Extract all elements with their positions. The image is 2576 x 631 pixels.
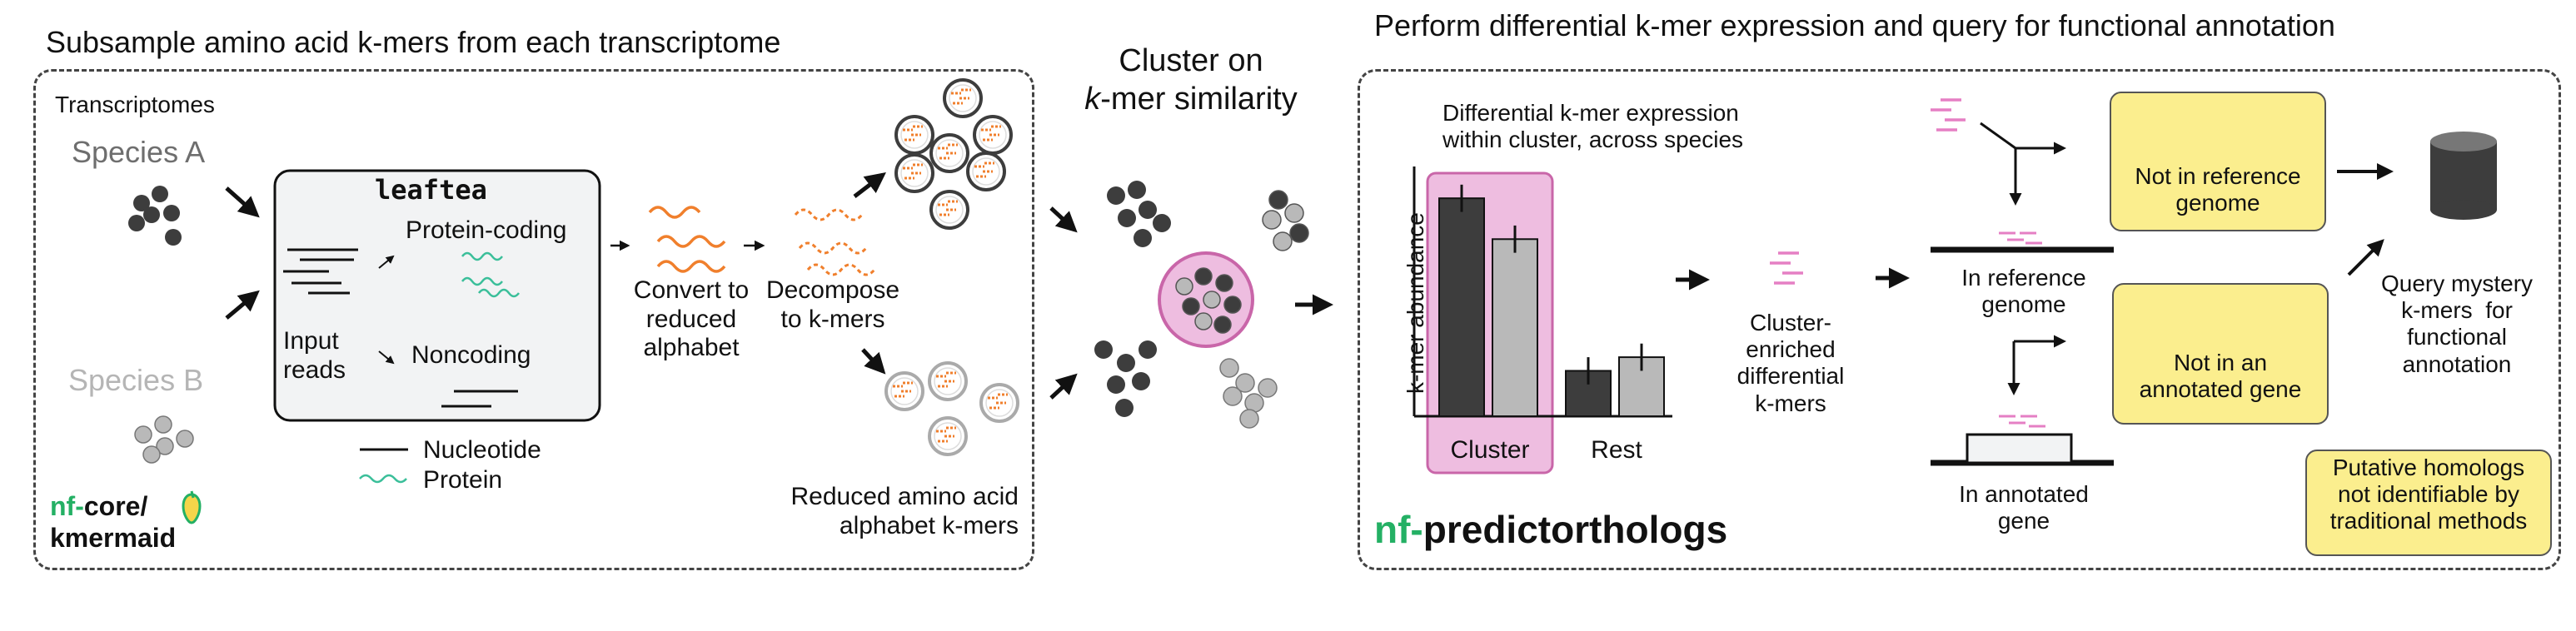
protein-coding-label: Protein-coding bbox=[406, 216, 567, 244]
not-in-reference-box bbox=[2110, 92, 2326, 231]
nf-core-text: core/ bbox=[83, 491, 148, 521]
convert-label: Convert to reduced alphabet bbox=[633, 276, 750, 361]
cluster-enriched-label: Cluster- enriched differential k-mers bbox=[1736, 310, 1845, 416]
kmermaid-logo: kmermaid bbox=[50, 523, 177, 553]
query-kmer-dashes bbox=[1931, 98, 1966, 132]
right-panel-title: Perform differential k-mer expression an… bbox=[1374, 8, 2335, 42]
kmer-bubble bbox=[929, 190, 969, 230]
middle-top-right-dots bbox=[1262, 190, 1309, 251]
database-icon bbox=[2430, 132, 2497, 220]
cluster-title-line2: k-mer similarity bbox=[1054, 82, 1328, 118]
arrow-to-protein bbox=[378, 255, 395, 269]
fork-stem-left bbox=[1980, 122, 2016, 150]
not-in-annotated-label: Not in an annotated gene bbox=[2139, 350, 2302, 403]
middle-bottom-left-dots bbox=[1094, 340, 1157, 417]
arrow-up-clusters bbox=[853, 171, 886, 198]
orange-waves bbox=[648, 206, 726, 273]
chart-title: Differential k-mer expression within clu… bbox=[1442, 100, 1744, 153]
species-a-kmer-bubbles bbox=[894, 78, 1013, 230]
nf-predictorthologs-logo: nf-predictorthologs bbox=[1374, 508, 1727, 552]
nf-apple-icon bbox=[182, 490, 202, 524]
query-label: Query mystery k-mers for functional anno… bbox=[2380, 271, 2534, 377]
annotated-kmer-dashes bbox=[1999, 415, 2045, 428]
nf-predictorthologs-text: predictorthologs bbox=[1423, 508, 1728, 551]
bar-chart bbox=[1413, 166, 1672, 474]
species-b-kmer-bubbles bbox=[884, 361, 1019, 456]
in-reference-genome-label: In reference genome bbox=[1961, 265, 2086, 318]
cluster-title-k: k bbox=[1084, 82, 1101, 117]
leaftea-title: leaftea bbox=[375, 174, 487, 206]
kmer-waves bbox=[794, 208, 876, 276]
left-panel bbox=[33, 69, 1034, 570]
bar-cluster-series-1 bbox=[1438, 197, 1485, 417]
cluster-title-line1: Cluster on bbox=[1119, 43, 1263, 78]
kmer-bubble bbox=[894, 153, 934, 193]
kmer-bubble bbox=[928, 361, 968, 401]
arrow-to-noncoding bbox=[378, 350, 395, 365]
cluster-axis-label: Cluster bbox=[1450, 436, 1530, 464]
legend-nucleotide-label: Nucleotide bbox=[423, 436, 541, 464]
protein-waves bbox=[461, 251, 520, 298]
cluster-inner-dots bbox=[1175, 267, 1242, 334]
leaftea-box bbox=[273, 169, 601, 422]
kmer-bubble bbox=[973, 115, 1013, 155]
kmer-bubble bbox=[894, 115, 934, 155]
nf-core-logo: nf-core/ bbox=[50, 491, 147, 522]
input-reads-lines bbox=[283, 248, 358, 295]
reduced-kmers-label: Reduced amino acid alphabet k-mers bbox=[790, 483, 1019, 539]
left-panel-title: Subsample amino acid k-mers from each tr… bbox=[46, 25, 781, 59]
kmer-bubble bbox=[884, 371, 924, 411]
nf-predictorthologs-prefix: nf- bbox=[1374, 508, 1423, 551]
putative-label: Putative homologs not identifiable by tr… bbox=[2329, 455, 2528, 534]
arrow-species-a bbox=[225, 186, 260, 218]
kmer-bubble bbox=[929, 133, 969, 173]
species-a-label: Species A bbox=[72, 135, 206, 169]
annotated-gene-box bbox=[1966, 433, 2073, 465]
putative-box bbox=[2305, 450, 2552, 556]
enriched-kmer-dashes bbox=[1770, 251, 1803, 285]
arrow-middle-bottom bbox=[1049, 373, 1078, 400]
arrow-species-b bbox=[225, 290, 260, 320]
kmer-bubble bbox=[979, 383, 1019, 423]
not-in-reference-label: Not in reference genome bbox=[2135, 163, 2301, 216]
legend-protein-wave bbox=[359, 474, 407, 484]
reference-kmer-dashes bbox=[1999, 231, 2042, 245]
noncoding-lines bbox=[441, 390, 518, 408]
in-annotated-gene-label: In annotated gene bbox=[1959, 481, 2089, 534]
species-b-dots bbox=[134, 415, 194, 464]
not-in-annotated-box bbox=[2112, 283, 2329, 425]
cluster-title-rest: -mer similarity bbox=[1100, 82, 1298, 117]
bar-cluster-series-2 bbox=[1492, 238, 1538, 418]
chart-ylabel: k-mer abundance bbox=[1402, 212, 1428, 395]
transcriptomes-label: Transcriptomes bbox=[55, 92, 215, 117]
decompose-label: Decompose to k-mers bbox=[765, 276, 900, 333]
nf-core-prefix: nf- bbox=[50, 491, 84, 521]
middle-top-left-dots bbox=[1107, 181, 1171, 247]
middle-bottom-right-dots bbox=[1219, 358, 1278, 429]
species-a-dots bbox=[128, 186, 182, 246]
arrow-up-database bbox=[2347, 239, 2384, 276]
kmer-bubble bbox=[943, 78, 983, 118]
species-b-label: Species B bbox=[68, 363, 204, 397]
input-reads-label: Input reads bbox=[283, 327, 346, 384]
rest-axis-label: Rest bbox=[1591, 436, 1642, 464]
arrow-down-clusters bbox=[861, 348, 886, 375]
right-panel bbox=[1358, 69, 2561, 570]
kmer-bubble bbox=[966, 152, 1006, 191]
kmer-bubble bbox=[928, 416, 968, 456]
arrow-middle-top bbox=[1049, 206, 1078, 233]
legend-protein-label: Protein bbox=[423, 466, 503, 494]
noncoding-label: Noncoding bbox=[411, 341, 531, 369]
